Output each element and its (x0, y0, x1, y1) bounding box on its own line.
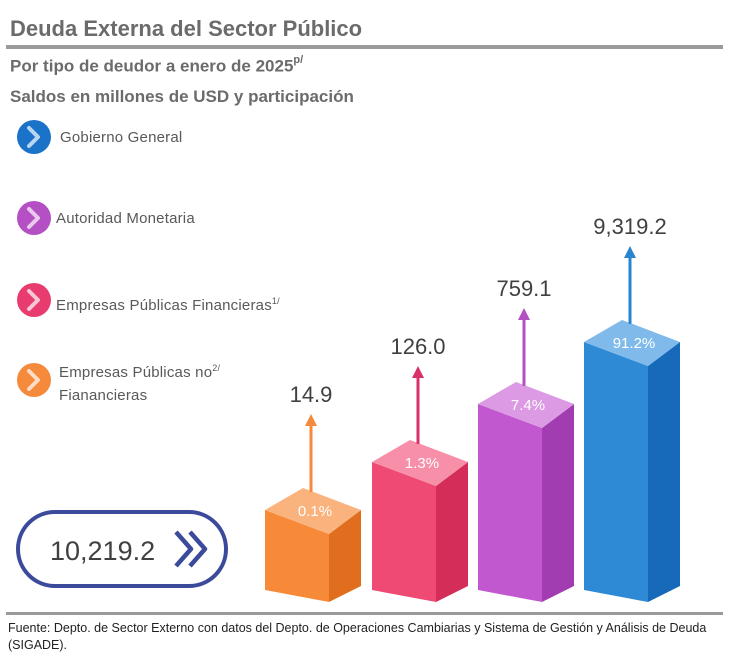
chevron-right-icon (17, 120, 51, 154)
subtitle-line-1: Por tipo de deudor a enero de 2025p/ (10, 54, 304, 77)
bar-top (372, 440, 468, 486)
bar-side (648, 342, 680, 602)
legend-superscript: 1/ (271, 296, 280, 306)
legend-item-empresas-publicas-financieras: Empresas Públicas Financieras1/ (16, 282, 280, 323)
share-label: 0.1% (298, 503, 332, 520)
legend-item-autoridad-monetaria: Autoridad Monetaria (16, 200, 195, 241)
bar (265, 510, 329, 602)
bar-group: 91.2% 9,319.2 (584, 214, 680, 602)
bar (584, 342, 648, 602)
value-label: 9,319.2 (593, 214, 666, 239)
source-note: Fuente: Depto. de Sector Externo con dat… (8, 621, 707, 652)
value-label: 759.1 (496, 276, 551, 301)
bar-group: 7.4% 759.1 (478, 276, 574, 602)
bar-side (542, 404, 574, 602)
share-label: 7.4% (511, 397, 545, 414)
total-box: 10,219.2 (16, 510, 228, 588)
arrow-head (624, 246, 636, 258)
arrow-head (305, 414, 317, 426)
bar-group: 0.1% 14.9 (265, 382, 361, 602)
bar-top (584, 320, 680, 366)
arrow-head (518, 308, 530, 320)
title-divider (6, 45, 723, 49)
legend-label: Autoridad Monetaria (56, 210, 195, 227)
share-label: 1.3% (405, 455, 439, 472)
bar (372, 462, 436, 602)
bar-top (478, 382, 574, 428)
legend-label: Gobierno General (60, 129, 183, 146)
legend-superscript: 2/ (212, 363, 221, 373)
double-chevron-right-icon (174, 530, 208, 568)
chevron-right-icon (17, 363, 51, 397)
subtitle-text: Por tipo de deudor a enero de 2025 (10, 56, 294, 76)
chevron-right-icon (17, 283, 51, 317)
subtitle-superscript: p/ (293, 54, 304, 66)
bar-top (265, 488, 361, 534)
value-label: 14.9 (290, 382, 333, 407)
total-value: 10,219.2 (50, 536, 156, 566)
footer-divider (6, 612, 723, 615)
legend-item-empresas-publicas-no-financieras: Empresas Públicas no2/Fianancieras (16, 362, 220, 404)
legend-label: Empresas Públicas no2/Fianancieras (59, 363, 221, 404)
value-label: 126.0 (390, 334, 445, 359)
bar-side (329, 510, 361, 602)
subtitle-line-2: Saldos en millones de USD y participació… (10, 87, 354, 106)
page-title: Deuda Externa del Sector Público (10, 16, 363, 41)
chevron-right-icon (17, 201, 51, 235)
share-label: 91.2% (613, 335, 656, 352)
arrow-head (412, 366, 424, 378)
legend-item-gobierno-general: Gobierno General (16, 119, 182, 160)
legend-label: Empresas Públicas Financieras1/ (56, 296, 280, 314)
bar (478, 404, 542, 602)
bar-side (436, 462, 468, 602)
bar-group: 1.3% 126.0 (372, 334, 468, 602)
